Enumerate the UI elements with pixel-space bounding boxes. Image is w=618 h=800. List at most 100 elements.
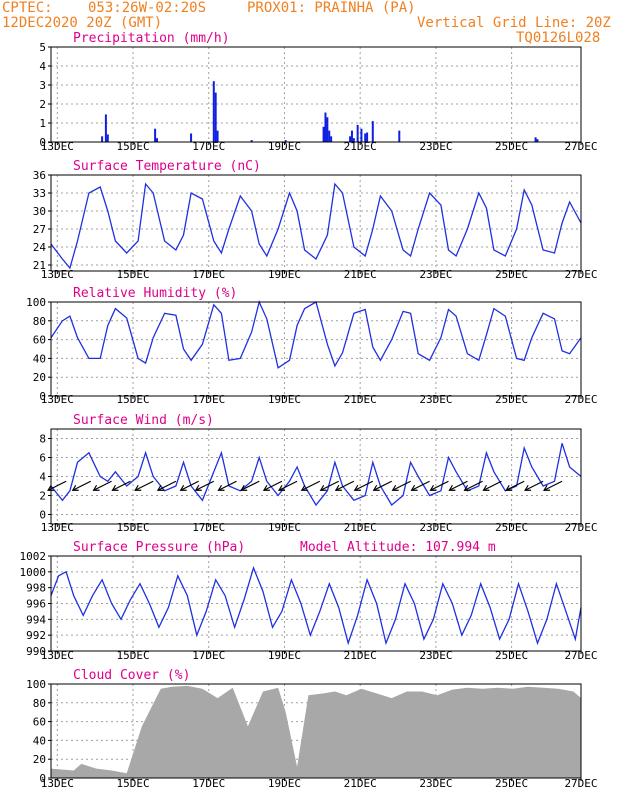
precip-bar	[284, 140, 287, 142]
x-tick-label: 15DEC	[116, 521, 149, 534]
y-tick-label: 40	[33, 352, 46, 365]
precip-bar	[350, 130, 353, 142]
wind-arrow	[320, 480, 339, 491]
y-tick-label: 994	[26, 613, 46, 626]
x-tick-label: 21DEC	[344, 268, 377, 281]
x-tick-label: 25DEC	[495, 649, 528, 662]
y-tick-label: 2	[39, 98, 46, 111]
x-tick-label: 23DEC	[419, 268, 452, 281]
wind-arrow-head	[463, 484, 471, 491]
header-station: PROX01: PRAINHA (PA)	[247, 0, 416, 16]
y-tick-label: 24	[33, 241, 47, 254]
wind-arrow-head	[111, 484, 119, 491]
y-tick-label: 0	[39, 136, 46, 149]
precip-bar	[360, 128, 363, 142]
x-tick-label: 17DEC	[192, 777, 225, 790]
x-tick-label: 25DEC	[495, 393, 528, 406]
wind-arrow	[301, 480, 321, 491]
precip-bar	[398, 130, 401, 142]
y-tick-label: 60	[33, 716, 46, 729]
y-tick-label: 100	[26, 296, 46, 309]
y-tick-label: 1000	[20, 566, 47, 579]
header-grid-line: Vertical Grid Line: 20Z	[417, 15, 611, 31]
precip-bar	[534, 137, 537, 142]
y-tick-label: 0	[39, 390, 46, 403]
x-tick-label: 21DEC	[344, 649, 377, 662]
wind-arrow-head	[47, 484, 55, 491]
wind-arrow-head	[319, 484, 327, 491]
wind-arrow	[354, 480, 374, 491]
wind-arrow-head	[262, 484, 270, 491]
precip-bar	[190, 133, 193, 142]
y-tick-label: 36	[33, 169, 46, 182]
wind-arrow-head	[240, 484, 248, 491]
x-tick-label: 13DEC	[41, 140, 74, 153]
precip-bar	[324, 112, 327, 142]
x-tick-label: 17DEC	[192, 393, 225, 406]
x-tick-label: 13DEC	[41, 393, 74, 406]
y-tick-label: 27	[33, 223, 46, 236]
x-tick-label: 25DEC	[495, 268, 528, 281]
x-tick-label: 21DEC	[344, 393, 377, 406]
panel-title: Cloud Cover (%)	[73, 668, 190, 683]
x-tick-label: 23DEC	[419, 777, 452, 790]
precip-bar	[364, 133, 367, 142]
y-tick-label: 21	[33, 259, 46, 272]
pressure-line	[50, 565, 582, 646]
wind-arrow	[411, 480, 430, 491]
wind-arrow	[543, 480, 563, 491]
panel-frame	[50, 555, 582, 652]
y-tick-label: 80	[33, 697, 46, 710]
panel-frame	[50, 46, 582, 143]
precip-bar	[352, 138, 355, 142]
wind-arrow	[483, 480, 502, 491]
wind-arrow-head	[448, 484, 456, 491]
wind-arrow-head	[92, 484, 100, 491]
y-tick-label: 3	[39, 79, 46, 92]
wind-arrow	[134, 480, 154, 491]
wind-arrow	[112, 480, 131, 491]
panel-title: Surface Pressure (hPa)	[73, 540, 245, 555]
header-date: 12DEC2020 20Z (GMT)	[2, 15, 163, 31]
x-tick-label: 15DEC	[116, 268, 149, 281]
x-tick-label: 15DEC	[116, 649, 149, 662]
x-tick-label: 15DEC	[116, 393, 149, 406]
wind-arrow-head	[134, 484, 142, 491]
x-tick-label: 27DEC	[564, 140, 597, 153]
x-tick-label: 19DEC	[268, 140, 301, 153]
wind-arrow-head	[300, 484, 308, 491]
panel-title: Surface Wind (m/s)	[73, 413, 214, 428]
wind-arrow	[373, 480, 392, 491]
x-tick-label: 13DEC	[41, 521, 74, 534]
wind-arrow-head	[429, 484, 437, 491]
x-tick-label: 27DEC	[564, 649, 597, 662]
wind-arrow-head	[278, 484, 286, 491]
x-tick-label: 25DEC	[495, 777, 528, 790]
wind-arrow	[430, 480, 449, 491]
wind-arrow	[335, 480, 355, 491]
x-tick-label: 19DEC	[268, 268, 301, 281]
wind-arrow-head	[179, 484, 187, 491]
precip-bar	[330, 136, 333, 142]
x-tick-label: 19DEC	[268, 521, 301, 534]
panel-temp: Surface Temperature (nC) 21 24 27 30 33 36 13DE…	[33, 159, 598, 281]
x-tick-label: 23DEC	[419, 521, 452, 534]
y-tick-label: 998	[26, 582, 46, 595]
x-tick-label: 15DEC	[116, 140, 149, 153]
precip-bar	[156, 138, 158, 142]
panel-title: Surface Temperature (nC)	[73, 159, 261, 174]
precip-bar	[154, 128, 157, 142]
y-tick-label: 0	[39, 509, 46, 522]
y-tick-label: 8	[39, 433, 46, 446]
cloud-area	[51, 685, 581, 778]
wind-arrow-head	[334, 484, 342, 491]
x-tick-label: 17DEC	[192, 268, 225, 281]
wind-line	[50, 443, 582, 507]
x-tick-label: 13DEC	[41, 268, 74, 281]
precip-bar	[101, 136, 104, 142]
wind-arrow	[240, 480, 260, 491]
wind-arrow-head	[353, 484, 361, 491]
wind-arrow	[218, 480, 237, 491]
wind-arrow	[392, 480, 411, 491]
wind-arrow-head	[482, 484, 490, 491]
